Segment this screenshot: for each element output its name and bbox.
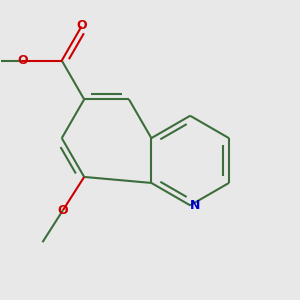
- Text: O: O: [58, 204, 68, 217]
- Text: N: N: [190, 199, 200, 212]
- Text: O: O: [76, 19, 87, 32]
- Text: O: O: [17, 54, 28, 67]
